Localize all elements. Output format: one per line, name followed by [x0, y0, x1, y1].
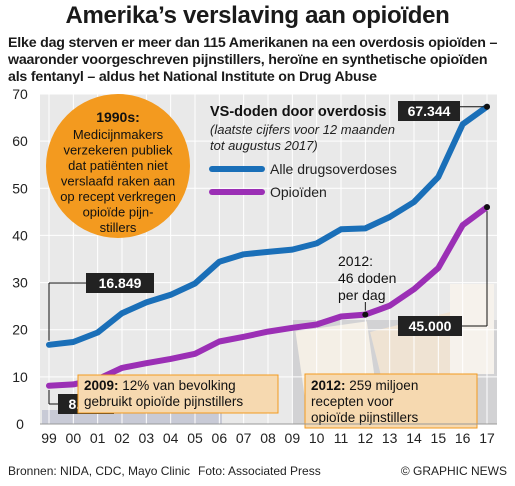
chart-subtitle-line: (laatste cijfers voor 12 maanden	[210, 122, 395, 137]
page-subtitle: Elke dag sterven er meer dan 115 Amerika…	[8, 35, 508, 86]
series-line-opioids	[46, 204, 490, 389]
x-tick-label: 02	[114, 430, 130, 446]
line-chart: 0 10 20 30 40 50 60 70 99 00 01 02 03 04 05 06 07 08 09 10 1…	[12, 88, 497, 446]
y-tick-label: 30	[12, 275, 28, 291]
x-tick-label: 16	[455, 430, 471, 446]
note-2009-text: 12% van bevolking	[122, 378, 235, 393]
x-tick-label: 05	[187, 430, 203, 446]
note-2012-line: opioïde pijnstillers	[311, 410, 419, 425]
x-tick-label: 11	[334, 430, 349, 446]
chart-subtitle-line: tot augustus 2017)	[210, 138, 318, 153]
y-tick-label: 70	[12, 88, 28, 102]
note-1990s-line: stillers	[100, 220, 137, 235]
x-tick-label: 03	[139, 430, 155, 446]
x-tick-label: 10	[309, 430, 325, 446]
footer-sources: Bronnen: NIDA, CDC, Mayo Clinic	[8, 464, 191, 478]
x-tick-label: 12	[358, 430, 374, 446]
x-tick-label: 15	[431, 430, 447, 446]
y-tick-label: 0	[16, 416, 24, 432]
marker-2012	[362, 311, 369, 318]
note-2009-year: 2009:	[84, 378, 122, 393]
chart-title: VS-doden door overdosis	[210, 104, 386, 120]
note-2012-deaths-line: per dag	[338, 287, 385, 303]
note-2012-year: 2012:	[311, 378, 349, 393]
x-tick-label: 99	[41, 430, 57, 446]
note-2012-line: recepten voor	[311, 394, 394, 409]
x-tick-label: 17	[479, 430, 495, 446]
y-tick-label: 60	[12, 133, 28, 149]
x-tick-label: 06	[212, 430, 228, 446]
note-2012-line: 2012: 259 miljoen	[311, 378, 418, 393]
y-tick-label: 50	[12, 180, 28, 196]
y-tick-label: 10	[12, 369, 28, 385]
x-tick-label: 09	[285, 430, 301, 446]
x-tick-label: 01	[90, 430, 106, 446]
note-1990s-line: op recept verkregen	[60, 189, 176, 204]
note-1990s-line: Medicijnmakers	[73, 127, 164, 142]
note-2009-line: 2009: 12% van bevolking	[84, 378, 236, 393]
subtitle-line: Elke dag sterven er meer dan 115 Amerika…	[8, 35, 498, 51]
note-2009-box	[77, 374, 279, 414]
end-marker-all	[484, 103, 490, 110]
y-tick-label: 40	[12, 227, 28, 243]
note-1990s-circle	[46, 94, 190, 238]
legend-label-all: Alle drugsoverdoses	[270, 161, 397, 177]
note-2012-text: 259 miljoen	[349, 378, 418, 393]
x-tick-label: 04	[163, 430, 179, 446]
note-2009-line: gebruikt opioïde pijnstillers	[84, 394, 243, 409]
note-1990s-line: verzekeren publiek	[63, 143, 173, 158]
callout-box-all-start	[86, 273, 154, 293]
x-tick-label: 07	[236, 430, 252, 446]
footer-copyright: © GRAPHIC NEWS	[400, 464, 507, 478]
footer-photo-credit: Foto: Associated Press	[198, 464, 321, 478]
x-tick-label: 08	[260, 430, 276, 446]
note-2012-deaths-line: 2012:	[338, 253, 373, 269]
x-tick-label: 14	[406, 430, 422, 446]
callout-box-opioid-end	[398, 316, 462, 336]
callout-box-all-end	[398, 101, 460, 121]
subtitle-line: waaronder voorgeschreven pijnstillers, h…	[8, 52, 488, 68]
page-title: Amerika’s verslaving aan opioïden	[65, 2, 450, 29]
callout-value-all-end: 67.344	[408, 103, 451, 119]
callout-value-opioid-end: 45.000	[409, 318, 452, 334]
chart-area: 0 10 20 30 40 50 60 70 99 00 01 02 03 04 05 06 07 08 09 10 1…	[0, 88, 515, 460]
end-marker-opioid	[484, 204, 490, 211]
callout-value-all-start: 16.849	[99, 275, 142, 291]
note-1990s-line: dat patiënten niet	[68, 158, 168, 173]
note-1990s-title: 1990s:	[96, 109, 140, 125]
note-1990s-line: verslaafd raken aan	[61, 174, 175, 189]
subtitle-line: als fentanyl – aldus het National Instit…	[8, 69, 377, 85]
note-2012-deaths-line: 46 doden	[338, 270, 396, 286]
note-1990s-line: opioïde pijn-	[83, 205, 154, 220]
note-2012-box	[304, 373, 478, 429]
y-tick-label: 20	[12, 322, 28, 338]
x-tick-label: 13	[382, 430, 398, 446]
x-tick-label: 00	[66, 430, 82, 446]
series-line-all-overdoses	[46, 103, 490, 348]
legend-label-opioid: Opioïden	[270, 184, 327, 200]
